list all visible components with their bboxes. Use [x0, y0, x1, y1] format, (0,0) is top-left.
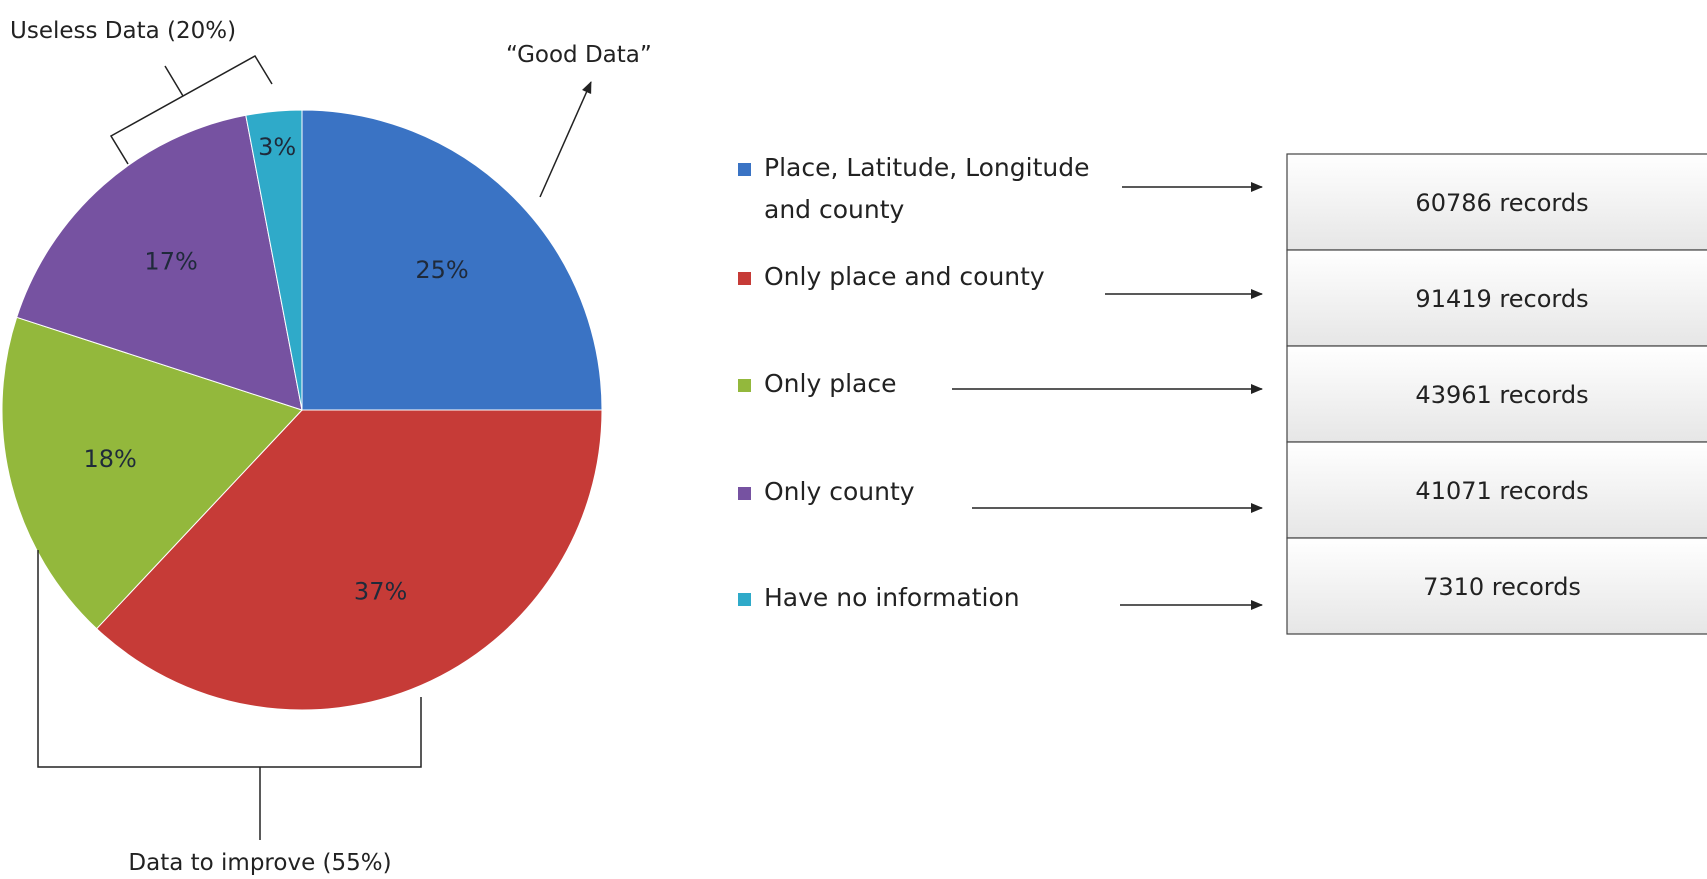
pie-slice-label-only-county: 17% [144, 248, 197, 276]
records-cell-place-latitude-longitude-and-county [1286, 153, 1707, 251]
legend-swatch-place-latitude-longitude-and-county [738, 163, 751, 176]
improve-data-bracket: Data to improve (55%) [37, 550, 422, 876]
slice-percent-labels: 25% 37% 18% 17% 3% [84, 133, 469, 606]
useless-data-label: Useless Data (20%) [10, 18, 236, 44]
legend-swatch-have-no-information [738, 593, 751, 606]
legend-arrows [952, 182, 1263, 610]
pie-slice-label-place-latitude-longitude-and-county: 25% [415, 256, 468, 284]
legend-label-only-place-and-county: Only place and county [764, 262, 1045, 291]
pie-slice-label-only-place-and-county: 37% [354, 578, 407, 606]
pie-slice-label-only-place: 18% [84, 445, 137, 473]
useless-data-bracket: Useless Data (20%) [10, 18, 273, 165]
legend-swatch-only-place-and-county [738, 272, 751, 285]
legend-swatch-only-county [738, 487, 751, 500]
records-value-only-place-and-county: 91419 records [1415, 285, 1588, 313]
legend-label-have-no-information: Have no information [764, 583, 1020, 612]
pie-slice-label-have-no-information: 3% [258, 133, 296, 161]
records-table: 60786 records 91419 records 43961 records 4… [1286, 153, 1707, 635]
records-cell-only-place-and-county [1286, 249, 1707, 347]
good-data-arrow: “Good Data” [506, 42, 652, 198]
pie [1, 109, 603, 711]
records-value-only-place: 43961 records [1415, 381, 1588, 409]
records-value-place-latitude-longitude-and-county: 60786 records [1415, 189, 1588, 217]
records-value-have-no-information: 7310 records [1423, 573, 1581, 601]
records-cell-have-no-information [1286, 537, 1707, 635]
records-cell-only-county [1286, 441, 1707, 539]
legend: Place, Latitude, Longitude and county Only… [738, 153, 1090, 612]
pie-slice-only-county [16, 114, 303, 411]
good-data-label: “Good Data” [506, 42, 652, 68]
records-cell-only-place [1286, 345, 1707, 443]
legend-label-only-place: Only place [764, 369, 896, 398]
pie-slice-only-place [1, 316, 303, 630]
pie-slice-have-no-information [245, 109, 303, 411]
pie-slice-only-place-and-county [95, 409, 603, 711]
records-value-only-county: 41071 records [1415, 477, 1588, 505]
legend-swatch-only-place [738, 379, 751, 392]
improve-data-label: Data to improve (55%) [128, 850, 391, 876]
legend-label-only-county: Only county [764, 477, 915, 506]
pie-slice-place-latitude-longitude-and-county [301, 109, 603, 411]
legend-label-place-latitude-longitude-and-county: Place, Latitude, Longitude and county [764, 153, 1090, 224]
